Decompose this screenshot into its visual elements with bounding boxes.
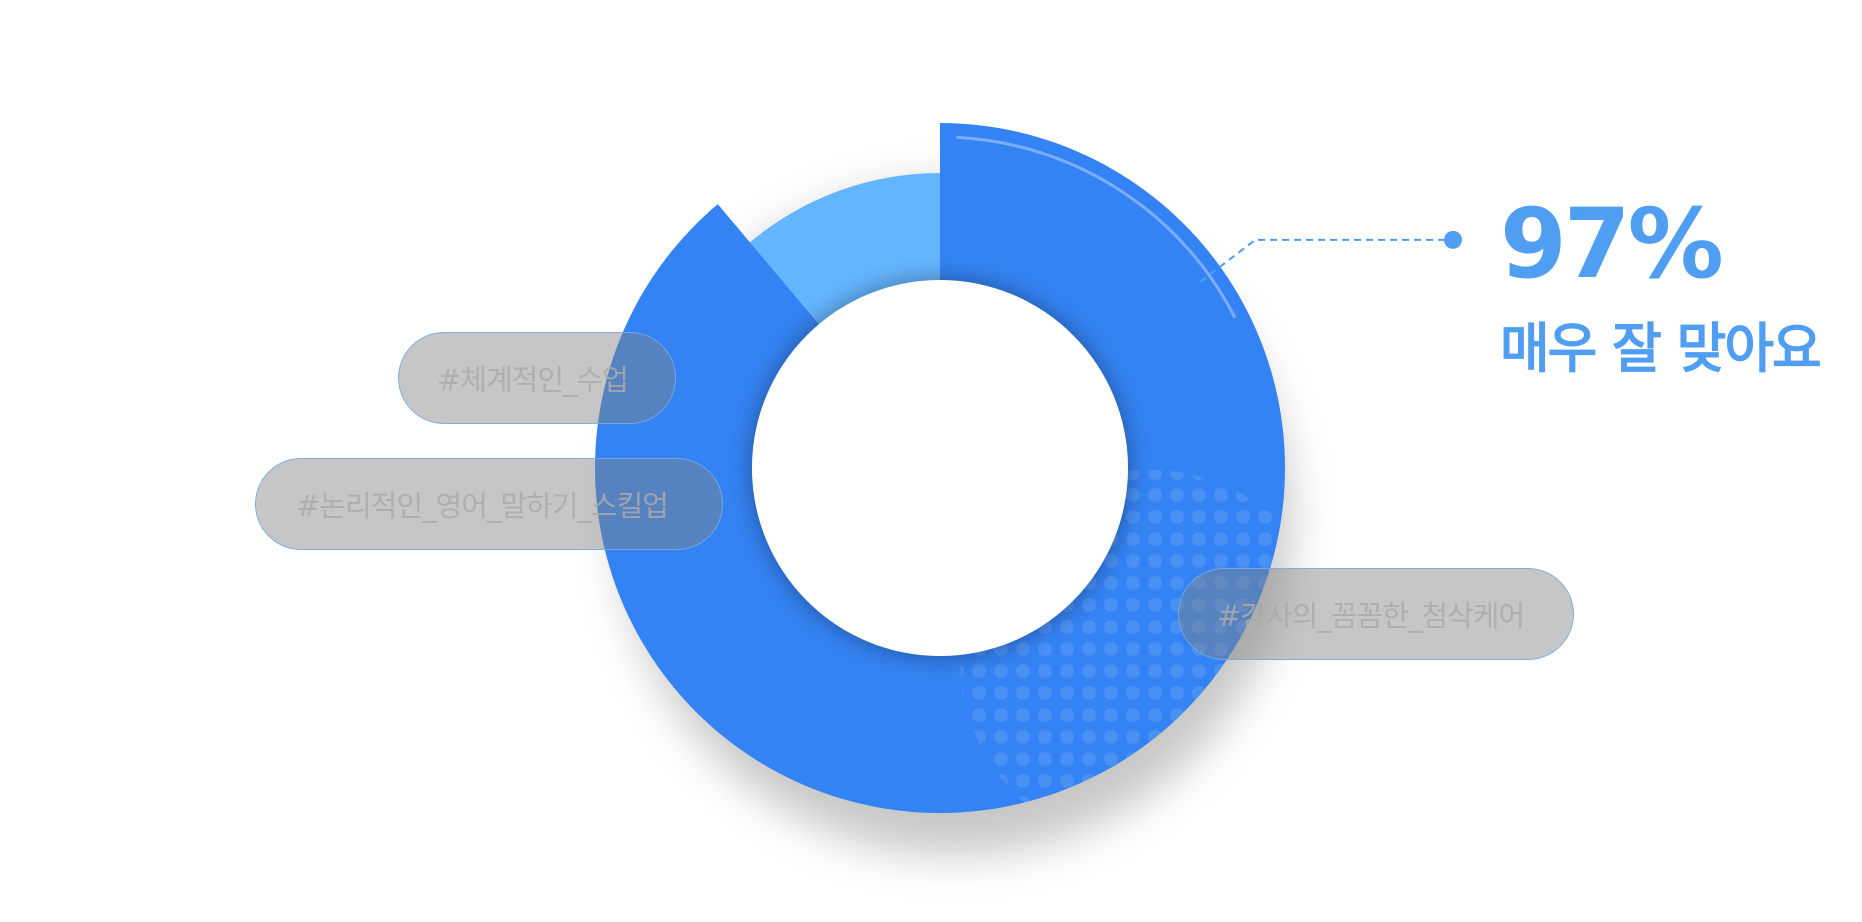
callout-label: 매우 잘 맞아요 <box>1500 317 1822 380</box>
slice-highlight-rim <box>956 135 1237 319</box>
tag-pill-systematic-class: #체계적인_수업 <box>398 332 676 424</box>
tag-pill-tutor-care: #강사의_꼼꼼한_첨삭케어 <box>1178 568 1574 660</box>
donut-hole <box>752 280 1128 656</box>
callout-leader <box>1199 230 1462 283</box>
tag-text: #체계적인_수업 <box>437 363 629 397</box>
leader-dot <box>1444 230 1462 249</box>
tag-text: #논리적인_영어_말하기_스킬업 <box>296 489 669 523</box>
tag-pill-logical-speaking: #논리적인_영어_말하기_스킬업 <box>255 458 723 550</box>
tag-text: #강사의_꼼꼼한_첨삭케어 <box>1217 599 1525 633</box>
halftone-dots <box>960 470 1285 813</box>
slice-minor <box>749 173 940 325</box>
ring-texture <box>960 470 1285 813</box>
callout-percent: 97% <box>1500 188 1724 300</box>
leader-line <box>1199 238 1453 283</box>
